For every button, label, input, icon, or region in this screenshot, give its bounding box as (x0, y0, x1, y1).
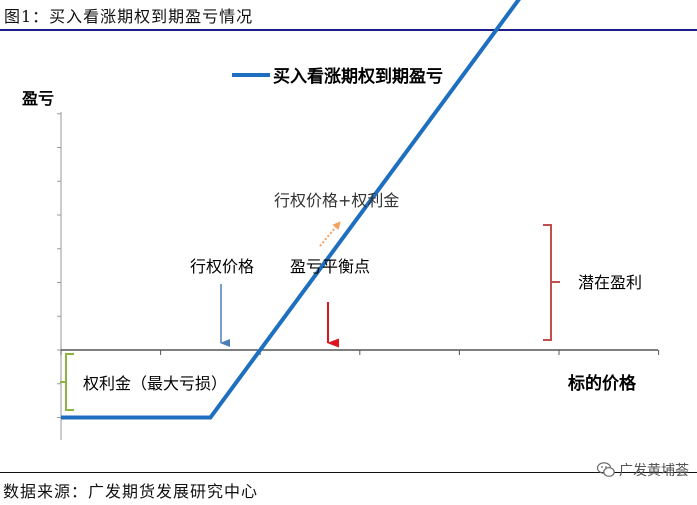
caption-rule (0, 29, 697, 31)
y-axis-label: 盈亏 (21, 89, 54, 108)
x-axis-ticks (60, 350, 660, 355)
premium-label: 权利金（最大亏损） (83, 374, 227, 393)
x-axis-label: 标的价格 (568, 373, 637, 394)
figure-caption: 图1：买入看涨期权到期盈亏情况 (4, 7, 254, 26)
potential-profit-label: 潜在盈利 (578, 273, 642, 292)
watermark-text: 广发黄埔荟 (619, 463, 689, 479)
legend-label: 买入看涨期权到期盈亏 (273, 66, 443, 87)
breakeven-formula-arrow (319, 221, 341, 247)
payoff-chart: 买入看涨期权到期盈亏 盈亏 标的价格 行权价格 盈亏平衡点 行权价格+权利金 权… (21, 0, 660, 440)
premium-bracket (65, 353, 74, 411)
watermark: 广发黄埔荟 (597, 460, 689, 480)
source-note: 数据来源：广发期货发展研究中心 (3, 482, 259, 501)
strike-price-label: 行权价格 (190, 257, 254, 276)
payoff-series-line (61, 0, 521, 420)
wechat-icon (597, 462, 615, 477)
breakeven-formula-label: 行权价格+权利金 (274, 191, 399, 210)
potential-profit-bracket (543, 224, 552, 341)
y-axis-ticks (57, 113, 61, 418)
breakeven-label: 盈亏平衡点 (290, 257, 370, 276)
source-rule (0, 472, 697, 473)
